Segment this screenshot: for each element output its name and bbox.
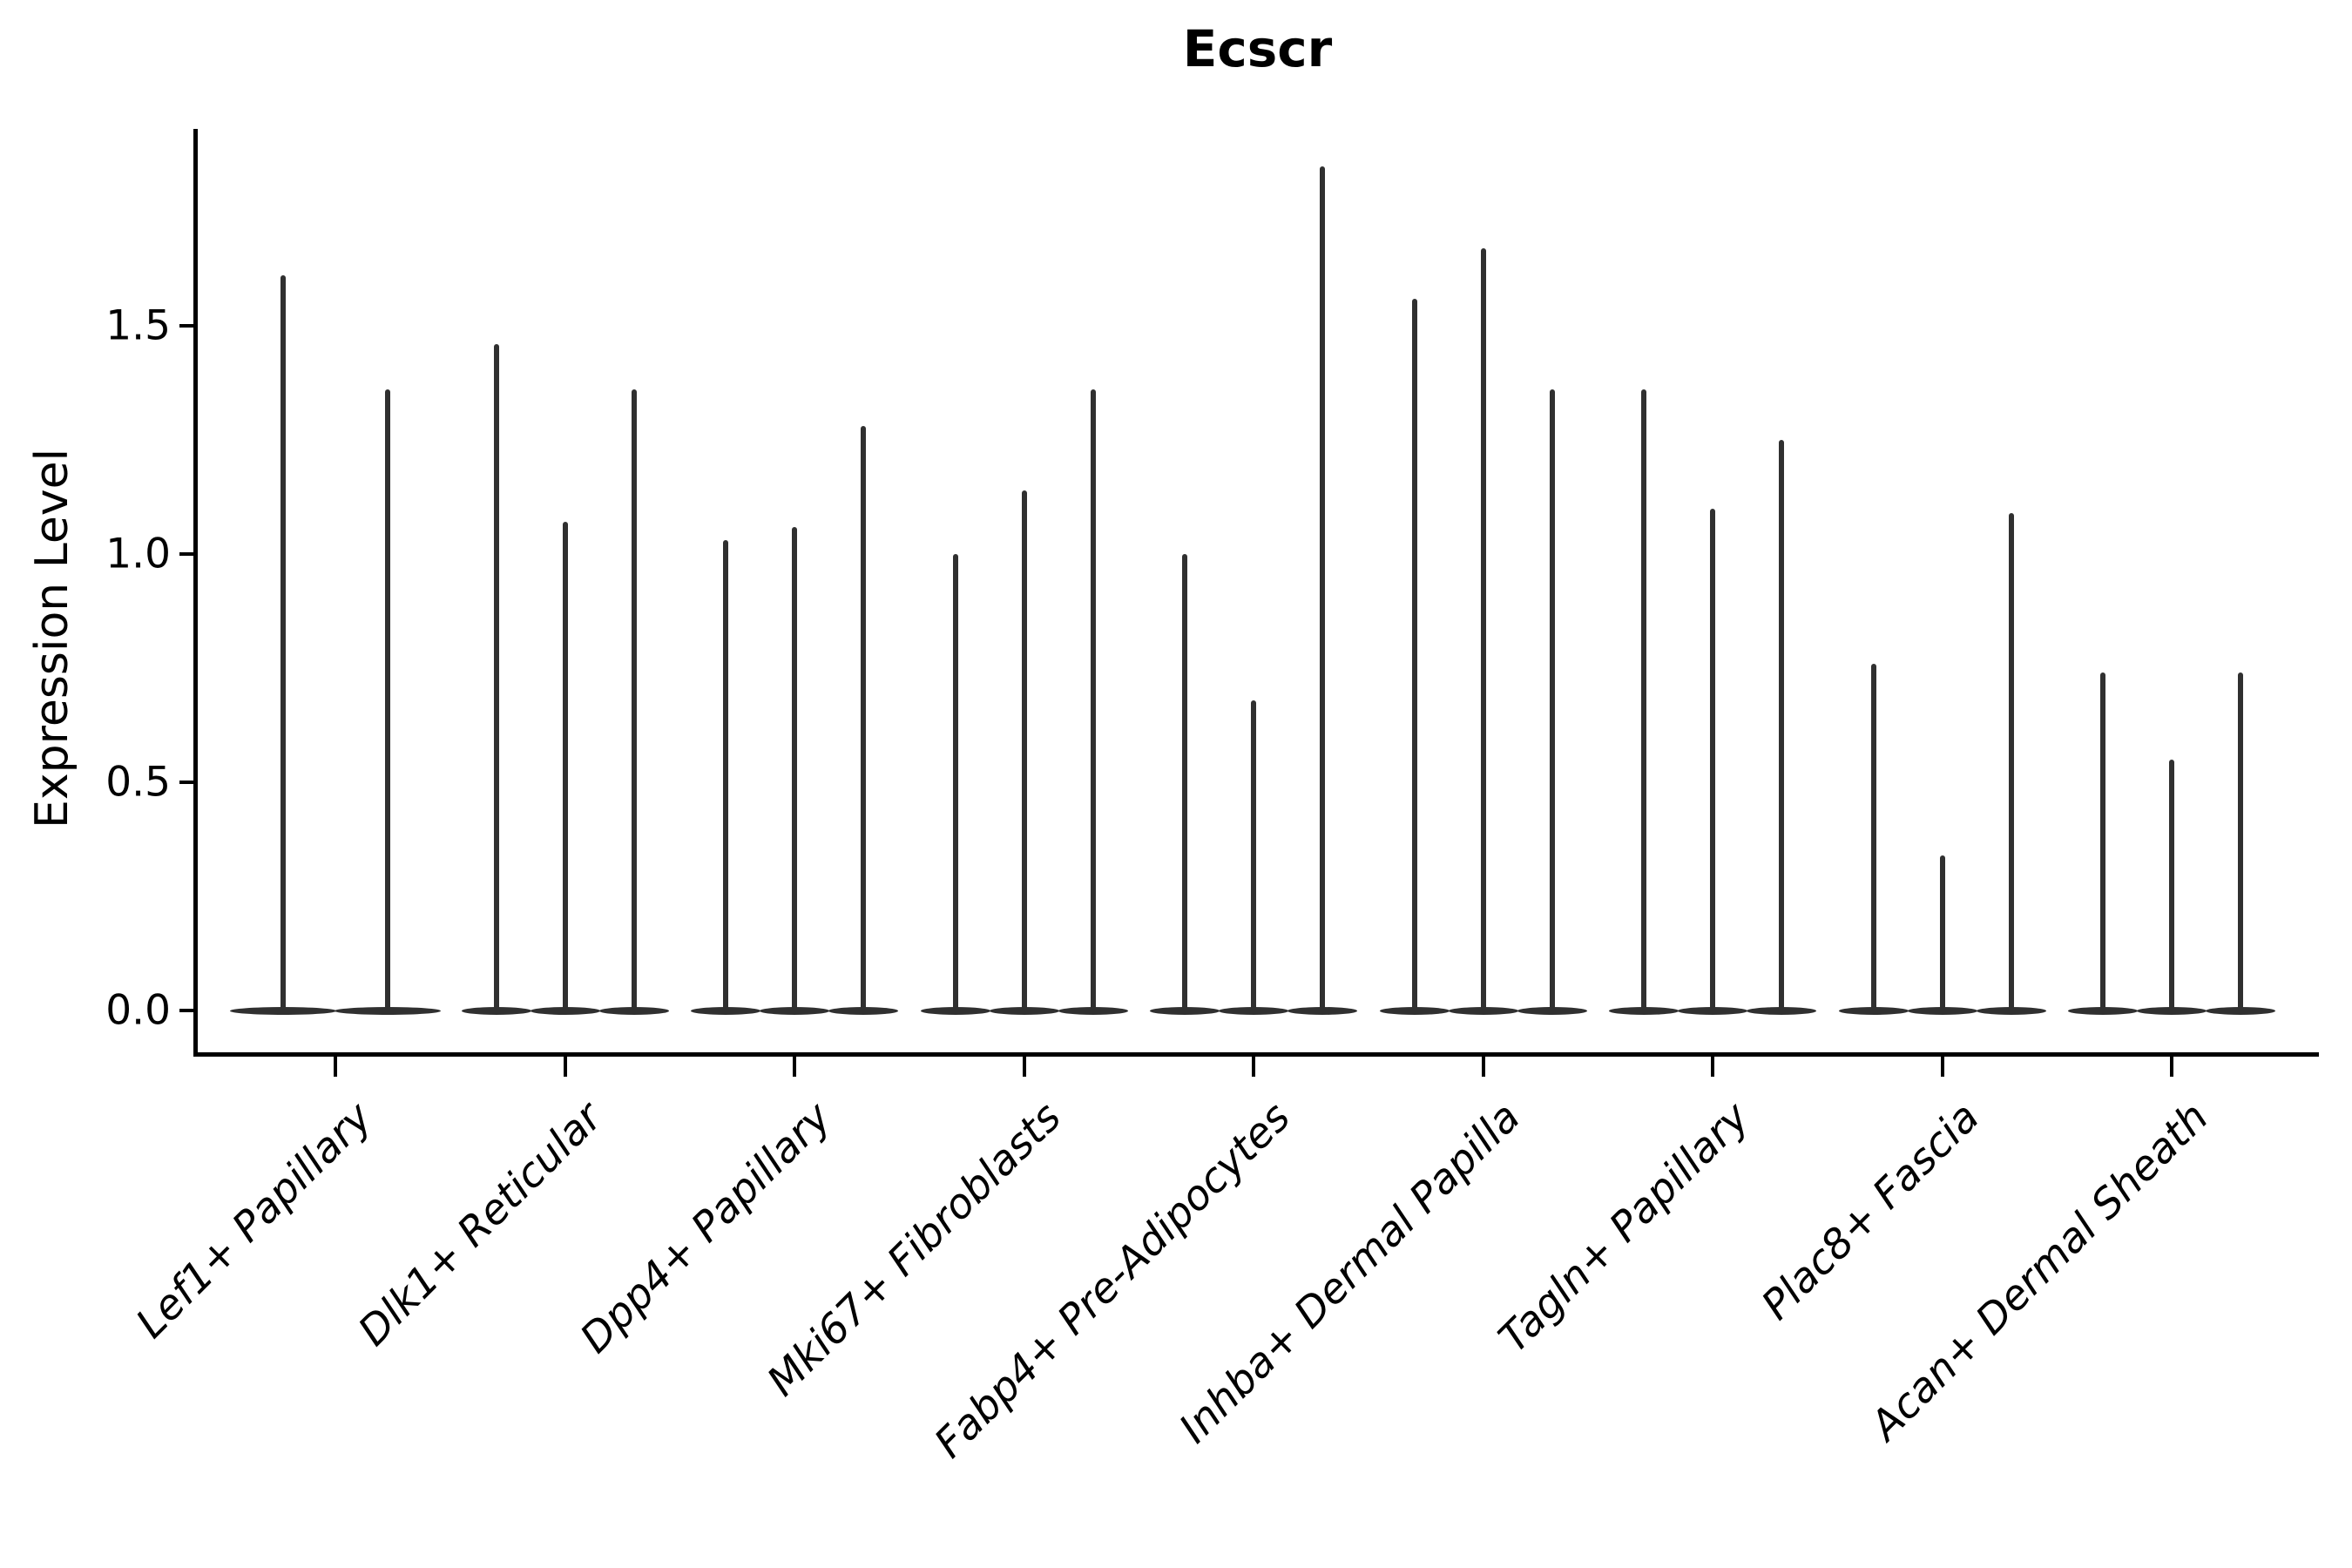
- violin-spike: [1779, 440, 1784, 1012]
- y-tick-label: 0.0: [105, 986, 171, 1035]
- x-tick-mark: [563, 1055, 567, 1077]
- y-axis-spine: [193, 129, 198, 1057]
- violin-spike: [723, 540, 728, 1012]
- violin-spike: [1182, 554, 1187, 1012]
- y-tick-label: 0.5: [105, 758, 171, 807]
- violin-spike: [1870, 663, 1876, 1012]
- x-category-label: Lef1+ Papillary: [126, 1093, 382, 1348]
- x-category-label: Tagln+ Papillary: [1490, 1093, 1759, 1362]
- x-tick-mark: [793, 1055, 796, 1077]
- violin-spike: [861, 426, 866, 1012]
- violin-spike: [631, 389, 637, 1012]
- x-tick-mark: [334, 1055, 337, 1077]
- chart-title: Ecscr: [1182, 19, 1333, 78]
- violin-spike: [2169, 759, 2174, 1012]
- violin-spike: [1320, 166, 1325, 1012]
- violin-spike: [1641, 389, 1646, 1012]
- x-tick-mark: [1940, 1055, 1944, 1077]
- violin-spike: [280, 275, 286, 1012]
- violin-spike: [1939, 855, 1945, 1012]
- violin-spike: [792, 526, 797, 1012]
- violin-spike: [2100, 672, 2105, 1012]
- violin-spike: [385, 389, 390, 1012]
- violin-spike: [2008, 512, 2014, 1012]
- y-tick-mark: [179, 781, 196, 784]
- x-tick-mark: [1711, 1055, 1714, 1077]
- x-tick-mark: [2170, 1055, 2173, 1077]
- x-category-label: Dpp4+ Papillary: [571, 1093, 841, 1363]
- x-category-label: Dlk1+ Reticular: [348, 1093, 612, 1355]
- violin-spike: [1710, 508, 1715, 1012]
- y-tick-mark: [179, 552, 196, 556]
- y-tick-mark: [179, 1009, 196, 1012]
- violin-spike: [1251, 700, 1256, 1012]
- violin-spike: [1090, 389, 1096, 1012]
- violin-spike: [493, 343, 499, 1012]
- y-tick-mark: [179, 324, 196, 328]
- y-tick-label: 1.0: [105, 530, 171, 578]
- violin-spike: [1411, 298, 1417, 1012]
- x-tick-mark: [1481, 1055, 1485, 1077]
- violin-spike: [2238, 672, 2243, 1012]
- x-axis-spine: [193, 1052, 2319, 1057]
- x-category-label: Plac8+ Fascia: [1752, 1093, 1989, 1330]
- x-tick-mark: [1252, 1055, 1255, 1077]
- violin-spike: [1021, 490, 1027, 1012]
- violin-spike: [562, 522, 568, 1012]
- violin-spike: [1549, 389, 1555, 1012]
- violin-spike: [1480, 247, 1486, 1012]
- violin-spike: [952, 554, 958, 1012]
- x-tick-mark: [1022, 1055, 1026, 1077]
- y-tick-label: 1.5: [105, 301, 171, 350]
